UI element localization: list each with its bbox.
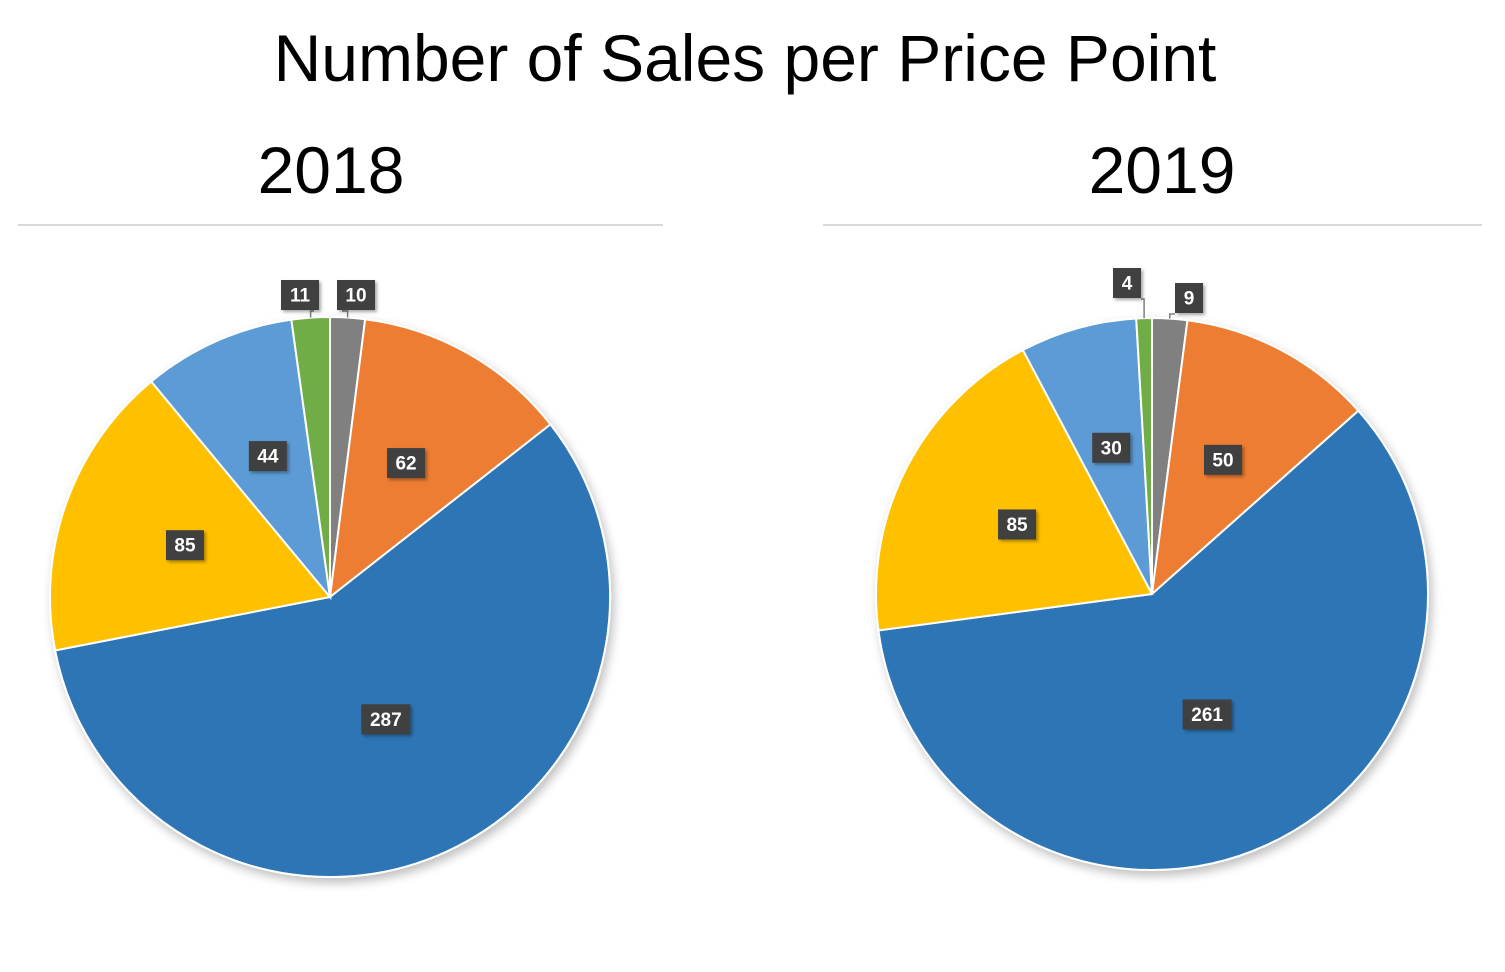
pie-slices-2018 xyxy=(49,315,611,878)
pie-2019-slice-1 xyxy=(875,348,1154,632)
pie-labels-2019: 261 85 30 4 9 50 xyxy=(998,268,1242,730)
pie-2018-label-4-text: 10 xyxy=(345,286,366,307)
pie-2018-slice-0 xyxy=(53,422,611,878)
pie-2019-label-1-text: 85 xyxy=(1006,515,1028,536)
pie-2019-label-3-box xyxy=(1113,268,1141,298)
pie-2019-label-5-text: 50 xyxy=(1212,450,1233,471)
pie-2018-label-3-text: 11 xyxy=(290,286,311,307)
pie-2018-slice-5 xyxy=(328,318,552,600)
chart-main-title: Number of Sales per Price Point xyxy=(273,21,1217,95)
pie-2018-divider xyxy=(18,224,663,226)
pie-2019-label-0-box xyxy=(1182,699,1232,730)
pie-2018-label-2-text: 44 xyxy=(257,447,279,468)
pie-2018-label-4-leader-line xyxy=(342,310,349,318)
pie-2018-label-3-box xyxy=(281,280,319,310)
pie-2019-label-3-leader-line xyxy=(1141,298,1145,319)
pie-2018-label-0-text: 287 xyxy=(370,710,402,731)
pie-2019-divider xyxy=(823,224,1482,226)
pie-2018-label-2-box xyxy=(248,441,287,472)
pie-2019-label-1-box xyxy=(998,509,1037,540)
pie-2019-slice-5 xyxy=(1150,319,1360,597)
pie-2018-title: 2018 xyxy=(257,133,405,207)
pie-2019-label-3-text: 4 xyxy=(1122,274,1133,295)
pie-2019-label-2-text: 30 xyxy=(1101,438,1122,459)
pie-2018-label-1-box xyxy=(165,530,204,561)
pie-2019-title: 2019 xyxy=(1088,133,1236,207)
pie-slices-2019 xyxy=(875,316,1429,871)
pie-2018-label-0-box xyxy=(361,704,411,735)
pie-2019-label-5-box xyxy=(1203,444,1242,475)
pie-2019-label-0-text: 261 xyxy=(1191,705,1223,726)
pie-2019-label-2-box xyxy=(1092,432,1131,463)
pie-2018-label-4-box xyxy=(337,280,375,310)
pie-2018-label-5-box xyxy=(387,448,426,479)
pie-2019-label-4-box xyxy=(1175,283,1203,313)
pie-2018-label-5-text: 62 xyxy=(395,454,416,475)
pie-2018-label-1-text: 85 xyxy=(174,536,196,557)
pie-chart-2019: 261 85 30 4 9 50 xyxy=(875,268,1429,871)
pie-labels-2018: 287 85 44 11 10 62 xyxy=(165,280,426,735)
pie-2018-slice-2 xyxy=(149,318,332,601)
pie-chart-2018: 287 85 44 11 10 62 xyxy=(49,280,611,878)
pie-2018-slice-1 xyxy=(49,380,332,652)
pie-2019-label-4-text: 9 xyxy=(1184,289,1195,310)
pie-2019-slice-0 xyxy=(877,409,1429,871)
pie-2019-label-4-leader-line xyxy=(1169,313,1175,319)
pie-2019-slice-2 xyxy=(1021,317,1153,595)
pie-2018-label-3-leader-line xyxy=(309,310,314,318)
